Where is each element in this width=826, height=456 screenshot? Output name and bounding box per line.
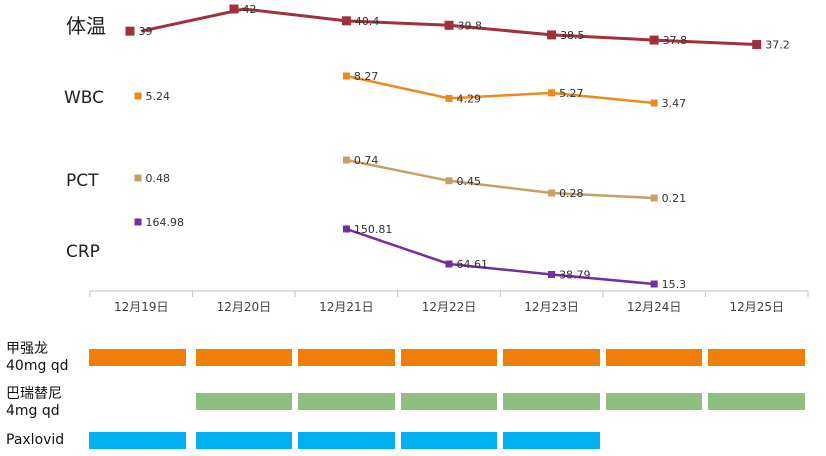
medication-bar: [708, 393, 805, 410]
med-name: Paxlovid: [6, 432, 65, 448]
med-label-paxlovid: Paxlovid: [6, 432, 64, 449]
data-point: [341, 16, 351, 26]
data-point: [229, 4, 239, 14]
medication-bar: [605, 349, 703, 366]
medication-bar: [708, 349, 805, 366]
data-label: 5.24: [146, 90, 171, 103]
data-point: [444, 20, 454, 30]
data-point: [650, 99, 658, 107]
x-tick-label: 12月19日: [114, 300, 169, 314]
data-label: 3.47: [662, 97, 687, 110]
med-label-methylprednisolone: 甲强龙 40mg qd: [6, 341, 69, 375]
medication-bar: [400, 432, 498, 449]
med-label-baricitinib: 巴瑞替尼 4mg qd: [6, 386, 62, 420]
data-label: 37.8: [663, 34, 688, 47]
medication-bar: [605, 393, 703, 410]
data-label: 0.48: [146, 172, 171, 185]
series-label-temperature: 体温: [66, 14, 106, 38]
medication-bar: [195, 393, 293, 410]
x-tick-label: 12月22日: [422, 300, 477, 314]
med-name: 甲强龙: [6, 341, 48, 357]
data-point: [650, 194, 658, 202]
med-name: 巴瑞替尼: [6, 386, 62, 402]
medication-bar: [298, 349, 395, 366]
data-label: 4.29: [457, 92, 482, 105]
medication-bar: [503, 432, 600, 449]
series-line-2: [346, 158, 655, 200]
data-label: 38.79: [559, 268, 591, 281]
data-point: [445, 260, 453, 268]
data-point: [548, 270, 556, 278]
data-label: 42: [243, 3, 257, 16]
med-dose: 4mg qd: [6, 403, 60, 419]
data-label: 37.2: [765, 39, 790, 52]
data-label: 0.74: [354, 154, 379, 167]
medication-bar: [195, 349, 293, 366]
series-line-3: [346, 227, 655, 286]
data-label: 164.98: [146, 216, 185, 229]
data-point: [445, 94, 453, 102]
series-line-1: [346, 74, 655, 105]
data-point: [548, 89, 556, 97]
data-label: 5.27: [559, 87, 584, 100]
data-point: [650, 280, 658, 288]
medication-bar: [195, 432, 293, 449]
series-label-crp: CRP: [66, 242, 100, 262]
series-label-wbc: WBC: [64, 88, 105, 108]
medication-bar: [89, 349, 186, 366]
medication-bar: [503, 349, 600, 366]
x-tick-label: 12月24日: [627, 300, 682, 314]
data-point: [752, 40, 762, 50]
x-tick-label: 12月20日: [217, 300, 272, 314]
data-label: 0.21: [662, 192, 687, 205]
data-label: 38.5: [560, 29, 585, 42]
medication-bar: [298, 393, 395, 410]
data-point: [134, 92, 142, 100]
medication-bar: [400, 349, 498, 366]
data-point: [134, 218, 142, 226]
x-tick-label: 12月23日: [524, 300, 579, 314]
data-label: 8.27: [354, 70, 379, 83]
data-label: 40.4: [355, 15, 380, 28]
x-tick-label: 12月25日: [729, 300, 784, 314]
series-label-pct: PCT: [66, 171, 99, 191]
data-label: 39.8: [458, 19, 483, 32]
medication-bar: [89, 432, 186, 449]
data-point: [342, 156, 350, 164]
medication-bar: [298, 432, 395, 449]
data-point: [649, 35, 659, 45]
med-dose: 40mg qd: [6, 358, 69, 374]
data-point: [125, 26, 135, 36]
medication-bar: [503, 393, 600, 410]
data-label: 39: [139, 25, 153, 38]
data-label: 15.3: [662, 278, 687, 291]
data-point: [342, 72, 350, 80]
data-label: 64.61: [457, 258, 489, 271]
data-label: 0.28: [559, 187, 584, 200]
data-point: [342, 225, 350, 233]
data-point: [134, 174, 142, 182]
data-label: 150.81: [354, 223, 393, 236]
data-point: [445, 177, 453, 185]
medication-bar: [400, 393, 498, 410]
x-tick-label: 12月21日: [319, 300, 374, 314]
data-point: [547, 30, 557, 40]
data-point: [548, 189, 556, 197]
data-label: 0.45: [457, 175, 482, 188]
